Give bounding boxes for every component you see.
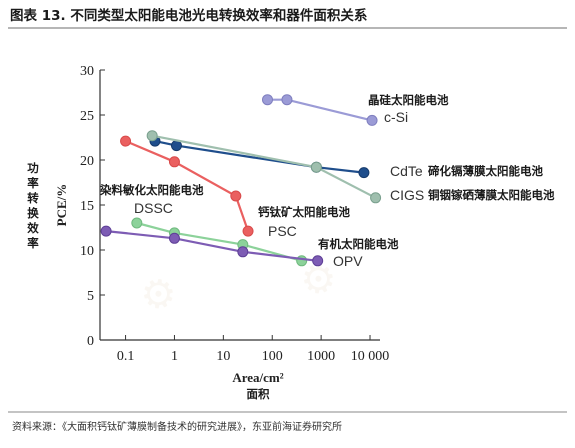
series-line-psc: [125, 140, 250, 232]
series-label-cn-cdte: 碲化镉薄膜太阳能电池: [428, 164, 543, 178]
series-label-cn-psc: 钙钛矿太阳能电池: [258, 205, 350, 219]
y-tick-label: 25: [80, 109, 94, 124]
series-psc: [120, 135, 254, 237]
data-point-cigs: [310, 161, 322, 173]
data-point-psc: [242, 225, 254, 237]
data-point-dssc: [296, 255, 308, 267]
series-si: [261, 94, 378, 126]
y-tick-label: 5: [87, 289, 94, 304]
y-tick-label: 10: [80, 244, 94, 259]
y-axis-title-cn-char: 换: [27, 206, 39, 220]
y-tick-label: 30: [80, 64, 94, 79]
figure-title: 图表 13. 不同类型太阳能电池光电转换效率和器件面积关系: [10, 7, 368, 24]
series-label-psc: PSC: [268, 223, 297, 239]
data-point-psc: [120, 135, 132, 147]
y-axis-title-cn-char: 率: [27, 176, 39, 190]
series-label-cigs: CIGS: [390, 187, 424, 203]
data-point-si: [261, 94, 273, 106]
y-axis-title: PCE/%: [54, 184, 69, 227]
data-point-dssc: [131, 217, 143, 229]
series-line-cdte: [154, 140, 365, 174]
x-tick-label: 10 000: [351, 349, 390, 364]
series-label-cn-cigs: 铜铟镓硒薄膜太阳能电池: [427, 188, 555, 202]
series-line-dssc: [136, 221, 302, 262]
data-point-si: [366, 114, 378, 126]
series-label-dssc: DSSC: [134, 200, 173, 216]
series-label-cn-opv: 有机太阳能电池: [318, 237, 399, 251]
series-label-si: c-Si: [384, 109, 408, 125]
x-axis-title-cn: 面积: [247, 387, 270, 401]
y-axis-title-cn-char: 率: [27, 236, 39, 250]
x-tick-label: 0.1: [117, 349, 135, 364]
data-point-cdte: [358, 167, 370, 179]
data-point-opv: [237, 246, 249, 258]
data-point-cigs: [370, 192, 382, 204]
data-point-opv: [312, 255, 324, 267]
source-note: 资料来源：《大面积钙钛矿薄膜制备技术的研究进展》，东亚前海证券研究所: [12, 420, 342, 433]
y-tick-label: 0: [87, 334, 94, 349]
data-point-opv: [100, 225, 112, 237]
x-tick-label: 100: [262, 349, 283, 364]
series-opv: [100, 225, 324, 267]
series-label-cn-si: 晶硅太阳能电池: [368, 93, 449, 107]
x-tick-label: 1000: [307, 349, 335, 364]
y-axis-title-cn-char: 功: [27, 161, 39, 175]
y-tick-label: 15: [80, 199, 94, 214]
data-point-opv: [168, 232, 180, 244]
series-label-cdte: CdTe: [390, 163, 423, 179]
efficiency-area-chart: 0 5 10 15 20 25 30 0.1 1 10 100 1000 10 000 PCE/% Area…: [27, 64, 555, 401]
y-tick-label: 20: [80, 154, 94, 169]
data-point-cigs: [146, 130, 158, 142]
series-cigs: [146, 130, 382, 204]
series-label-opv: OPV: [333, 253, 363, 269]
y-axis-title-cn-char: 转: [27, 191, 39, 205]
series-line-opv: [105, 230, 318, 262]
data-point-si: [281, 94, 293, 106]
series-label-cn-dssc: 染料敏化太阳能电池: [99, 183, 204, 197]
y-axis-title-cn-char: 效: [27, 221, 39, 235]
data-point-psc: [168, 156, 180, 168]
x-tick-label: 10: [216, 349, 230, 364]
svg-text:⚙: ⚙: [132, 266, 186, 324]
data-point-psc: [230, 190, 242, 202]
x-tick-label: 1: [171, 349, 178, 364]
x-axis-title: Area/cm²: [232, 370, 283, 385]
